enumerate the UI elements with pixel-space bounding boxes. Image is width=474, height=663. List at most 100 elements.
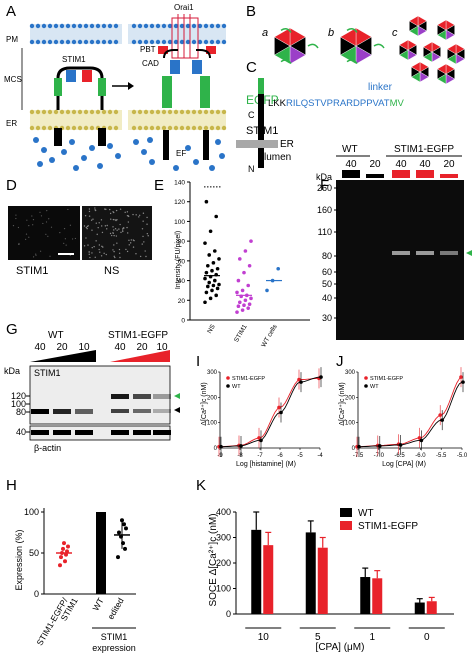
calcium-ion bbox=[97, 163, 103, 169]
e-data-point bbox=[214, 214, 218, 219]
lipid-head bbox=[41, 109, 47, 115]
g-actin-label: β-actin bbox=[34, 443, 61, 453]
e-x-tick-label: STIM1 bbox=[233, 323, 249, 343]
speckle bbox=[129, 242, 132, 244]
e-data-point bbox=[247, 302, 252, 307]
e-data-point bbox=[214, 293, 218, 298]
y-tick-label: 300 bbox=[207, 370, 218, 376]
lipid-head bbox=[221, 23, 227, 29]
speckle bbox=[142, 220, 144, 222]
speckle bbox=[83, 245, 86, 247]
lipid-head bbox=[107, 125, 113, 131]
lipid-head bbox=[197, 125, 203, 131]
hexamer-b bbox=[340, 27, 385, 65]
h-x-label-wt: WT bbox=[90, 596, 105, 612]
speckle bbox=[74, 237, 76, 240]
lipid-head bbox=[221, 39, 227, 45]
calcium-ion bbox=[147, 137, 153, 143]
speckle bbox=[83, 225, 86, 227]
speckle bbox=[128, 244, 130, 246]
g-lane-label: 40 bbox=[34, 342, 46, 353]
speckle bbox=[132, 239, 135, 241]
e-y-label: Intensity (FU/pixel) bbox=[175, 231, 182, 289]
speckle bbox=[144, 250, 146, 252]
lipid-head bbox=[65, 125, 71, 131]
calcium-ions bbox=[33, 137, 225, 171]
lipid-head bbox=[89, 23, 95, 29]
f-lane-label: 20 bbox=[443, 159, 455, 170]
g-green-arrow bbox=[174, 393, 180, 399]
panel-label-a: A bbox=[6, 3, 16, 20]
hexamer-a bbox=[274, 27, 319, 65]
lipid-head bbox=[215, 39, 221, 45]
k-x-label: [CPA] (μM) bbox=[316, 642, 365, 653]
k-y-tick-label: 300 bbox=[216, 533, 231, 543]
lipid-head bbox=[53, 23, 59, 29]
speckle bbox=[125, 248, 127, 251]
speckle bbox=[132, 213, 134, 216]
y-tick-label: 200 bbox=[207, 395, 218, 401]
e-data-point bbox=[203, 300, 207, 305]
lipid-head bbox=[131, 23, 137, 29]
lipid-head bbox=[137, 109, 143, 115]
speckle bbox=[48, 218, 50, 220]
speckle bbox=[145, 255, 147, 258]
hexamer-subunit bbox=[422, 41, 433, 53]
e-x-tick-label: WT cells bbox=[260, 323, 279, 349]
speckle bbox=[104, 225, 107, 227]
data-point bbox=[357, 444, 361, 449]
speckle bbox=[86, 225, 89, 228]
lipid-head bbox=[161, 23, 167, 29]
lipid-head bbox=[29, 39, 35, 45]
speckle bbox=[126, 232, 129, 234]
lipid-head bbox=[215, 109, 221, 115]
lipid-head bbox=[191, 109, 197, 115]
speckle bbox=[112, 211, 114, 213]
speckle bbox=[126, 226, 128, 229]
speckle bbox=[105, 253, 107, 256]
data-point bbox=[257, 436, 261, 440]
e-data-point bbox=[242, 270, 246, 275]
speckle bbox=[85, 237, 87, 239]
hexamer-subunit bbox=[446, 43, 457, 55]
speckle bbox=[17, 226, 20, 229]
lipid-head bbox=[155, 125, 161, 131]
f-gel bbox=[336, 180, 464, 340]
k-y-tick-label: 400 bbox=[216, 507, 231, 517]
panel-b: B a b c bbox=[246, 3, 466, 85]
g-bands bbox=[31, 394, 171, 414]
lipid-head bbox=[113, 39, 119, 45]
calcium-ion bbox=[185, 145, 191, 151]
calcium-ion bbox=[115, 153, 121, 159]
hexamer-subunit bbox=[410, 61, 421, 73]
speckle bbox=[112, 218, 115, 221]
lipid-head bbox=[221, 125, 227, 131]
f-marker-label: 40 bbox=[322, 293, 332, 303]
e-data-point bbox=[240, 288, 245, 293]
e-data-point bbox=[247, 263, 252, 268]
lipid-head bbox=[101, 39, 107, 45]
curve-stim1-egfp bbox=[220, 377, 321, 448]
e-data-point bbox=[236, 304, 241, 309]
g-stim-egfp-label: STIM1-EGFP bbox=[108, 330, 168, 341]
g-marker-label: 80 bbox=[16, 407, 26, 417]
f-load-egfp-20 bbox=[440, 174, 458, 178]
speckle bbox=[100, 219, 103, 221]
h-bar-wt bbox=[96, 512, 106, 594]
speckle bbox=[141, 243, 143, 245]
e-x-tick-label: NS bbox=[206, 323, 217, 335]
calcium-ion bbox=[33, 137, 39, 143]
hexamer-cluster-c bbox=[398, 15, 466, 85]
speckle bbox=[135, 253, 137, 255]
lipid-head bbox=[95, 39, 101, 45]
egfp-segment bbox=[258, 78, 264, 94]
data-point bbox=[459, 375, 463, 379]
speckle bbox=[109, 212, 112, 215]
speckle bbox=[112, 226, 114, 228]
legend-label: WT bbox=[232, 384, 241, 390]
lipid-head bbox=[137, 23, 143, 29]
g-stim1-label: STIM1 bbox=[34, 368, 61, 378]
mcs-label: MCS bbox=[4, 75, 22, 84]
lipid-head bbox=[35, 23, 41, 29]
